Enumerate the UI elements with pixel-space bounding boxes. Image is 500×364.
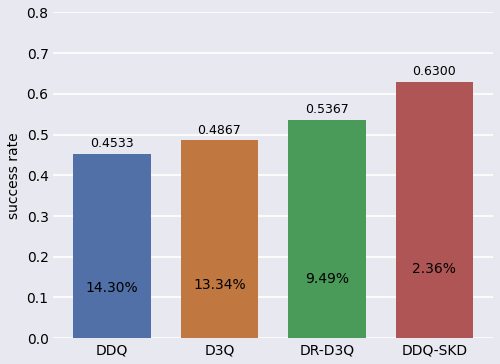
Text: 9.49%: 9.49% bbox=[305, 272, 349, 286]
Bar bbox=[396, 82, 473, 338]
Bar bbox=[74, 154, 150, 338]
Text: 0.5367: 0.5367 bbox=[305, 103, 349, 116]
Text: 0.4867: 0.4867 bbox=[198, 124, 242, 137]
Text: 0.6300: 0.6300 bbox=[412, 66, 457, 78]
Text: 13.34%: 13.34% bbox=[193, 278, 246, 292]
Text: 2.36%: 2.36% bbox=[412, 262, 457, 276]
Bar bbox=[288, 120, 366, 338]
Text: 14.30%: 14.30% bbox=[86, 281, 138, 295]
Text: 0.4533: 0.4533 bbox=[90, 137, 134, 150]
Y-axis label: success rate: success rate bbox=[7, 132, 21, 219]
Bar bbox=[181, 140, 258, 338]
